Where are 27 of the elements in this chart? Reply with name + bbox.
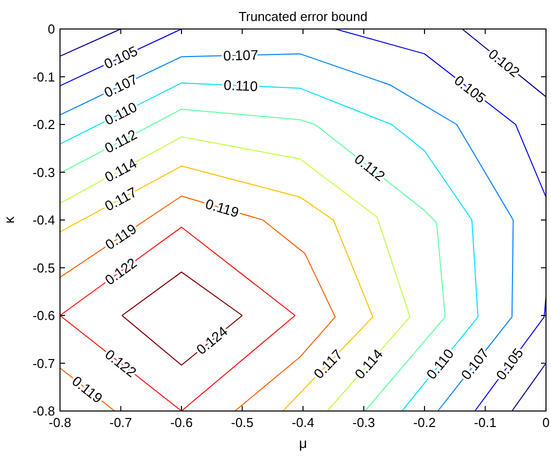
x-tick-label: -0.3	[352, 415, 375, 430]
x-tick-label: -0.6	[170, 415, 193, 430]
text: 0.110	[102, 98, 140, 128]
series-label: 0.110	[223, 76, 258, 94]
x-tick-label: -0.7	[110, 415, 132, 430]
y-tick-label: -0.7	[32, 356, 55, 371]
text: 0.112	[102, 126, 140, 156]
x-tick-label: 0	[542, 415, 550, 430]
chart-title: Truncated error bound	[238, 9, 368, 24]
x-tick-label: -0.4	[292, 415, 314, 430]
text: 0.119	[204, 196, 241, 220]
y-tick-label: -0.3	[32, 164, 55, 180]
text: 0.117	[102, 184, 140, 214]
x-tick-label: -0.5	[231, 415, 254, 430]
y-tick-label: 0	[48, 22, 55, 37]
x-axis-title: μ	[298, 435, 308, 451]
y-tick-label: -0.2	[32, 117, 55, 132]
text: 0.114	[102, 154, 140, 186]
x-tick-label: -0.1	[474, 415, 496, 430]
text: 0.105	[101, 42, 140, 72]
x-tick-label: -0.2	[413, 415, 436, 430]
y-tick-label: -0.6	[32, 308, 55, 324]
y-tick-label: -0.4	[32, 212, 55, 228]
y-tick-label: -0.1	[32, 69, 55, 84]
text: 0.107	[101, 70, 140, 101]
y-axis-title: κ	[1, 216, 17, 224]
y-tick-label: -0.5	[32, 260, 55, 276]
